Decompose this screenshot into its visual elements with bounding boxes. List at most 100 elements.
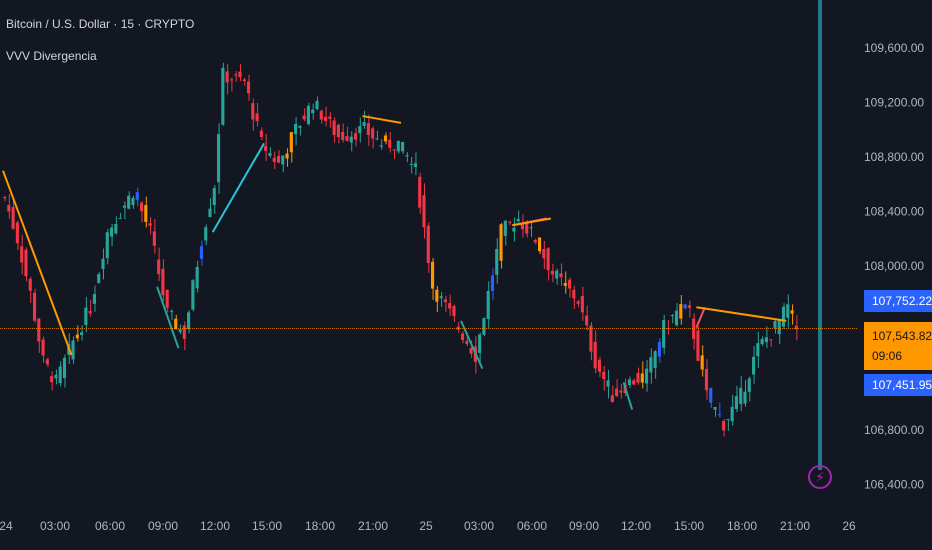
candle-body	[627, 379, 631, 385]
candle-body	[460, 333, 465, 340]
candle-body	[786, 304, 790, 318]
candle-body	[649, 357, 653, 373]
candle-body	[45, 359, 49, 365]
candle-body	[229, 79, 233, 81]
candle-body	[743, 391, 747, 404]
x-tick-label: 09:00	[148, 519, 178, 533]
candle-body	[439, 296, 443, 299]
candle-body	[563, 282, 567, 286]
candle-body	[469, 347, 473, 354]
candle-body	[148, 223, 152, 226]
candle-body	[687, 305, 691, 308]
candle-body	[546, 248, 550, 271]
candle-body	[62, 357, 67, 379]
candle-body	[362, 122, 366, 126]
y-tick-label: 108,400.00	[864, 205, 924, 219]
candle-body	[490, 275, 495, 291]
candle-body	[50, 376, 54, 383]
candle-body	[71, 340, 75, 360]
candle-body	[734, 396, 738, 409]
candle-body	[499, 224, 503, 261]
candle-body	[139, 202, 144, 212]
candle-body	[225, 71, 229, 83]
candle-body	[242, 79, 246, 81]
candle-body	[80, 332, 84, 336]
chart-legend: Bitcoin / U.S. Dollar · 15 · CRYPTO	[6, 14, 194, 34]
candle-body	[332, 120, 336, 135]
candle-body	[670, 315, 674, 317]
candle-body	[217, 134, 221, 183]
candle-body	[572, 289, 576, 299]
candle-body	[422, 195, 426, 228]
y-tick-label: 108,000.00	[864, 259, 924, 273]
x-tick-label: 06:00	[517, 519, 547, 533]
candle-body	[298, 125, 302, 128]
candle-body	[478, 334, 482, 353]
candle-body	[165, 289, 169, 308]
candle-body	[349, 136, 353, 143]
candle-body	[777, 319, 781, 335]
candle-body	[392, 149, 396, 151]
candle-body	[319, 110, 323, 120]
candle-body	[7, 204, 11, 212]
candle-body	[443, 299, 447, 303]
y-tick-label: 106,400.00	[864, 478, 924, 492]
candle-body	[306, 105, 310, 125]
candle-body	[199, 246, 203, 259]
y-tick-label: 109,200.00	[864, 95, 924, 109]
last-price-tag: 107,543.82 09:06	[864, 322, 932, 370]
candle-body	[289, 132, 293, 153]
candle-body	[413, 163, 417, 168]
candle-body	[542, 249, 546, 259]
candle-body	[255, 113, 259, 122]
candle-body	[315, 100, 319, 110]
candle-body	[11, 207, 15, 229]
divergence-line	[512, 217, 552, 227]
candle-body	[597, 359, 602, 372]
candle-body	[204, 227, 208, 241]
candle-body	[345, 136, 349, 141]
candle-body	[722, 420, 726, 431]
candle-body	[75, 334, 79, 339]
candle-body	[533, 239, 537, 243]
candle-body	[610, 395, 614, 403]
candle-body	[585, 315, 589, 326]
candle-body	[486, 291, 490, 320]
candle-body	[704, 369, 709, 391]
candle-body	[700, 355, 704, 370]
candle-body	[135, 192, 139, 200]
y-tick-label: 106,800.00	[864, 423, 924, 437]
candle-body	[388, 139, 392, 148]
candle-body	[790, 310, 794, 314]
candle-body	[550, 270, 554, 275]
x-tick-label: 15:00	[674, 519, 704, 533]
x-tick-label: 12:00	[621, 519, 651, 533]
candle-body	[281, 155, 285, 165]
candle-body	[396, 140, 400, 152]
candle-body	[593, 341, 597, 369]
divergence-line	[2, 170, 73, 356]
candle-body	[157, 259, 161, 275]
bar-countdown: 09:06	[872, 349, 903, 363]
candle-body	[409, 163, 413, 165]
candle-body	[431, 261, 435, 289]
candle-body	[401, 142, 405, 152]
candle-body	[234, 74, 238, 76]
candle-body	[195, 266, 199, 289]
candle-body	[238, 71, 242, 78]
x-tick-label: 12:00	[200, 519, 230, 533]
symbol-title[interactable]: Bitcoin / U.S. Dollar · 15 · CRYPTO	[6, 17, 195, 31]
candle-body	[268, 152, 272, 156]
lightning-icon[interactable]: ⚡	[808, 465, 832, 489]
candle-body	[379, 145, 383, 147]
y-tick-label: 108,800.00	[864, 150, 924, 164]
candle-body	[110, 227, 114, 237]
divergence-line	[695, 306, 706, 329]
candle-body	[512, 227, 516, 232]
candle-body	[276, 156, 281, 163]
candle-body	[20, 246, 24, 263]
candle-body	[555, 270, 559, 279]
candle-body	[97, 274, 101, 284]
indicator-label[interactable]: VVV Divergencia	[6, 49, 97, 63]
